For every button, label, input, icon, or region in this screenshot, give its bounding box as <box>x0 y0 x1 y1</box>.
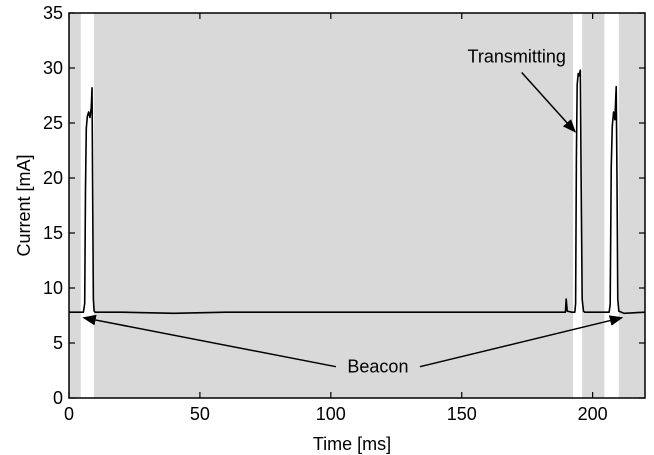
x-tick-label: 0 <box>64 404 74 424</box>
plot-background <box>69 13 645 398</box>
axes <box>68 12 646 399</box>
y-tick-label: 10 <box>43 278 63 298</box>
y-tick-label: 35 <box>43 3 63 23</box>
x-axis-label: Time [ms] <box>313 434 391 454</box>
shaded-region <box>69 13 81 398</box>
x-tick-label: 200 <box>578 404 608 424</box>
current-trace <box>69 69 646 315</box>
y-tick-label: 25 <box>43 113 63 133</box>
annotation-arrow <box>521 71 576 133</box>
shaded-region <box>618 13 645 398</box>
x-tick-label: 150 <box>447 404 477 424</box>
series-line-0 <box>69 69 646 315</box>
y-tick-label: 5 <box>53 333 63 353</box>
annotation-arrow <box>419 315 624 368</box>
shaded-region <box>582 13 605 398</box>
annotations: Transmitting Beacon <box>82 47 624 377</box>
x-axis-ticks: 0 50 100 150 200 <box>64 13 608 424</box>
x-tick-label: 50 <box>190 404 210 424</box>
annotation-transmitting: Transmitting <box>468 47 566 67</box>
y-tick-label: 0 <box>53 388 63 408</box>
y-tick-label: 20 <box>43 168 63 188</box>
annotation-beacon: Beacon <box>347 357 408 377</box>
shaded-region <box>93 13 573 398</box>
x-tick-label: 100 <box>316 404 346 424</box>
y-axis-label: Current [mA] <box>14 154 34 256</box>
y-axis-ticks: 0 5 10 15 20 25 30 35 <box>43 3 645 408</box>
annotation-arrow <box>82 314 337 368</box>
axes-frame <box>68 12 646 399</box>
y-tick-label: 15 <box>43 223 63 243</box>
y-tick-label: 30 <box>43 58 63 78</box>
